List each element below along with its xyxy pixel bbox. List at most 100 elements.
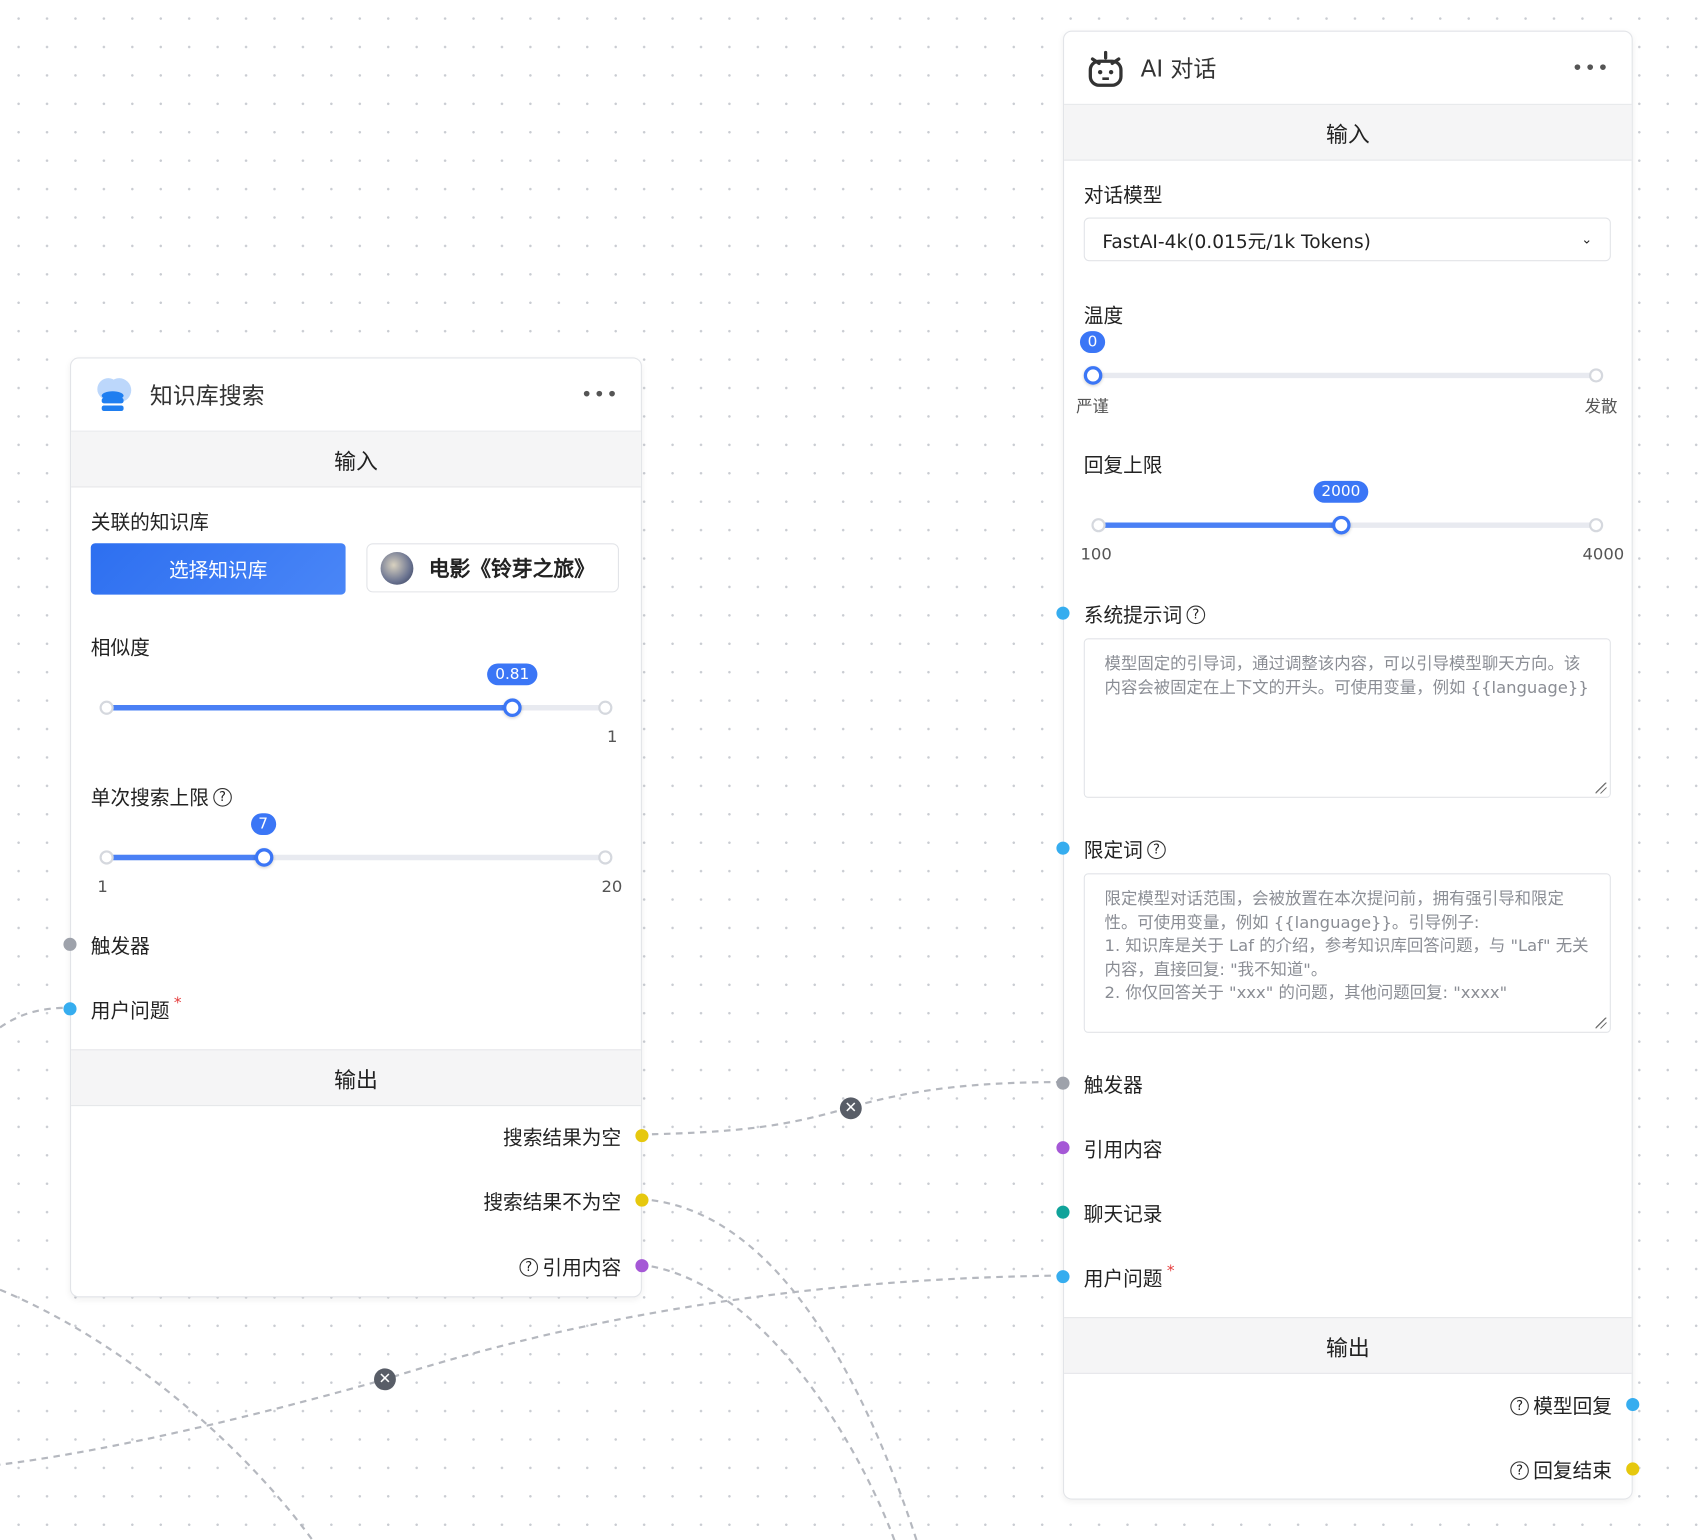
- output-empty-handle[interactable]: [635, 1129, 649, 1143]
- output-quote-text: 引用内容: [542, 1256, 622, 1280]
- temperature-slider[interactable]: 0: [1079, 331, 1604, 385]
- quote-label: 引用内容: [1083, 1138, 1163, 1162]
- trigger-input-handle[interactable]: [63, 937, 77, 951]
- similarity-value: 0.81: [487, 663, 537, 686]
- user-question-text: 用户问题: [90, 1000, 170, 1024]
- quote-input-handle[interactable]: [1056, 1141, 1070, 1155]
- history-input-handle[interactable]: [1056, 1205, 1070, 1219]
- kb-label: 关联的知识库: [90, 511, 209, 535]
- resize-handle[interactable]: [1595, 782, 1607, 794]
- system-prompt-handle[interactable]: [1056, 606, 1070, 620]
- edge-to-kb-user-question[interactable]: [0, 1006, 70, 1029]
- system-prompt-placeholder: 模型固定的引导词，通过调整该内容，可以引导模型聊天方向。该内容会被固定在上下文的…: [1104, 653, 1589, 697]
- help-icon[interactable]: ?: [1186, 604, 1206, 624]
- model-select-value: FastAI-4k(0.015元/1k Tokens): [1102, 231, 1371, 254]
- similarity-max: 1: [606, 726, 618, 747]
- node-header[interactable]: 知识库搜索 •••: [71, 359, 641, 432]
- trigger-label: 触发器: [1083, 1074, 1143, 1098]
- ai-chat-node[interactable]: AI 对话 ••• 输入 对话模型 FastAI-4k(0.015元/1k To…: [1056, 30, 1640, 1500]
- edge-ai-user-question[interactable]: [0, 1274, 1063, 1466]
- edge-quote-down[interactable]: [639, 1263, 897, 1540]
- edge-left-down[interactable]: [0, 1288, 317, 1540]
- similarity-label: 相似度: [90, 637, 150, 661]
- output-answer-text: 模型回复: [1533, 1395, 1612, 1419]
- more-menu-button[interactable]: •••: [580, 383, 619, 407]
- max-tokens-min: 100: [1080, 544, 1112, 564]
- more-menu-button[interactable]: •••: [1571, 56, 1610, 80]
- resize-handle[interactable]: [1595, 1017, 1607, 1029]
- limit-slider[interactable]: 7: [99, 813, 613, 867]
- kb-avatar: [380, 551, 414, 585]
- chevron-down-icon: ⌄: [1581, 231, 1593, 248]
- output-section-header: 输出: [1064, 1317, 1632, 1374]
- help-icon[interactable]: ?: [1147, 839, 1166, 859]
- user-question-input-handle[interactable]: [1056, 1270, 1070, 1284]
- user-question-label: 用户问题 *: [90, 995, 182, 1024]
- limit-prompt-textarea[interactable]: 限定模型对话范围，会被放置在本次提问前，拥有强引导和限定性。可使用变量，例如 {…: [1083, 873, 1611, 1033]
- limit-label-text: 单次搜索上限: [90, 786, 209, 810]
- output-nonempty-label: 搜索结果不为空: [483, 1191, 622, 1215]
- history-label: 聊天记录: [1083, 1203, 1163, 1227]
- node-title: 知识库搜索: [149, 382, 265, 409]
- temperature-value: 0: [1079, 331, 1106, 354]
- similarity-slider[interactable]: 0.81: [99, 663, 613, 718]
- robot-icon: [1088, 50, 1123, 87]
- model-label: 对话模型: [1083, 184, 1163, 208]
- required-mark: *: [1166, 1262, 1175, 1280]
- limit-max: 20: [601, 876, 623, 897]
- max-tokens-label: 回复上限: [1083, 454, 1163, 478]
- temperature-label: 温度: [1083, 304, 1124, 328]
- max-tokens-value: 2000: [1313, 480, 1368, 503]
- output-quote-handle[interactable]: [635, 1259, 649, 1273]
- trigger-input-handle[interactable]: [1056, 1076, 1070, 1090]
- help-icon[interactable]: ?: [213, 787, 232, 807]
- help-icon[interactable]: ?: [519, 1257, 539, 1277]
- output-finish-handle[interactable]: [1626, 1462, 1640, 1476]
- user-question-text: 用户问题: [1083, 1267, 1163, 1291]
- system-prompt-textarea[interactable]: 模型固定的引导词，通过调整该内容，可以引导模型聊天方向。该内容会被固定在上下文的…: [1083, 638, 1611, 798]
- node-header[interactable]: AI 对话 •••: [1064, 32, 1632, 105]
- selected-kb-chip[interactable]: 电影《铃芽之旅》: [366, 543, 619, 593]
- select-kb-button[interactable]: 选择知识库: [90, 543, 346, 595]
- limit-prompt-placeholder: 限定模型对话范围，会被放置在本次提问前，拥有强引导和限定性。可使用变量，例如 {…: [1104, 888, 1589, 1003]
- edge-nonempty-down[interactable]: [639, 1197, 919, 1540]
- system-prompt-label: 系统提示词?: [1083, 600, 1206, 628]
- model-select[interactable]: FastAI-4k(0.015元/1k Tokens) ⌄: [1083, 217, 1611, 262]
- limit-min: 1: [97, 876, 108, 897]
- select-kb-label: 选择知识库: [168, 559, 268, 583]
- selected-kb-name: 电影《铃芽之旅》: [428, 557, 595, 582]
- limit-value: 7: [250, 813, 276, 836]
- max-tokens-thumb[interactable]: [1332, 515, 1351, 535]
- system-prompt-text: 系统提示词: [1083, 604, 1183, 628]
- output-nonempty-handle[interactable]: [635, 1193, 649, 1207]
- output-finish-label: ? 回复结束: [1510, 1456, 1612, 1484]
- limit-prompt-label: 限定词?: [1084, 835, 1166, 863]
- help-icon[interactable]: ?: [1510, 1396, 1529, 1415]
- user-question-input-handle[interactable]: [63, 1002, 77, 1016]
- input-section-header: 输入: [1064, 104, 1632, 161]
- output-finish-text: 回复结束: [1533, 1460, 1612, 1484]
- limit-prompt-handle[interactable]: [1056, 841, 1070, 855]
- output-answer-label: ? 模型回复: [1510, 1391, 1612, 1419]
- user-question-label: 用户问题 *: [1083, 1262, 1175, 1292]
- temperature-max: 发散: [1584, 396, 1618, 417]
- output-empty-label: 搜索结果为空: [503, 1126, 622, 1150]
- limit-thumb[interactable]: [254, 848, 273, 867]
- max-tokens-max: 4000: [1582, 544, 1625, 564]
- max-tokens-slider[interactable]: 2000: [1091, 480, 1604, 535]
- output-answer-handle[interactable]: [1626, 1397, 1640, 1412]
- limit-prompt-text: 限定词: [1083, 839, 1143, 863]
- delete-edge-button[interactable]: ✕: [374, 1368, 396, 1391]
- temperature-thumb[interactable]: [1083, 366, 1103, 385]
- output-quote-label: ? 引用内容: [519, 1253, 621, 1281]
- help-icon[interactable]: ?: [1510, 1460, 1529, 1480]
- delete-edge-button[interactable]: ✕: [839, 1097, 862, 1120]
- database-cloud-icon: [97, 378, 132, 411]
- output-section-header: 输出: [71, 1049, 641, 1107]
- similarity-thumb[interactable]: [503, 698, 523, 718]
- trigger-label: 触发器: [90, 935, 150, 959]
- kb-search-node[interactable]: 知识库搜索 ••• 输入 关联的知识库 选择知识库 电影《铃芽之旅》 相似度 0…: [63, 357, 649, 1298]
- input-section-header: 输入: [71, 431, 641, 488]
